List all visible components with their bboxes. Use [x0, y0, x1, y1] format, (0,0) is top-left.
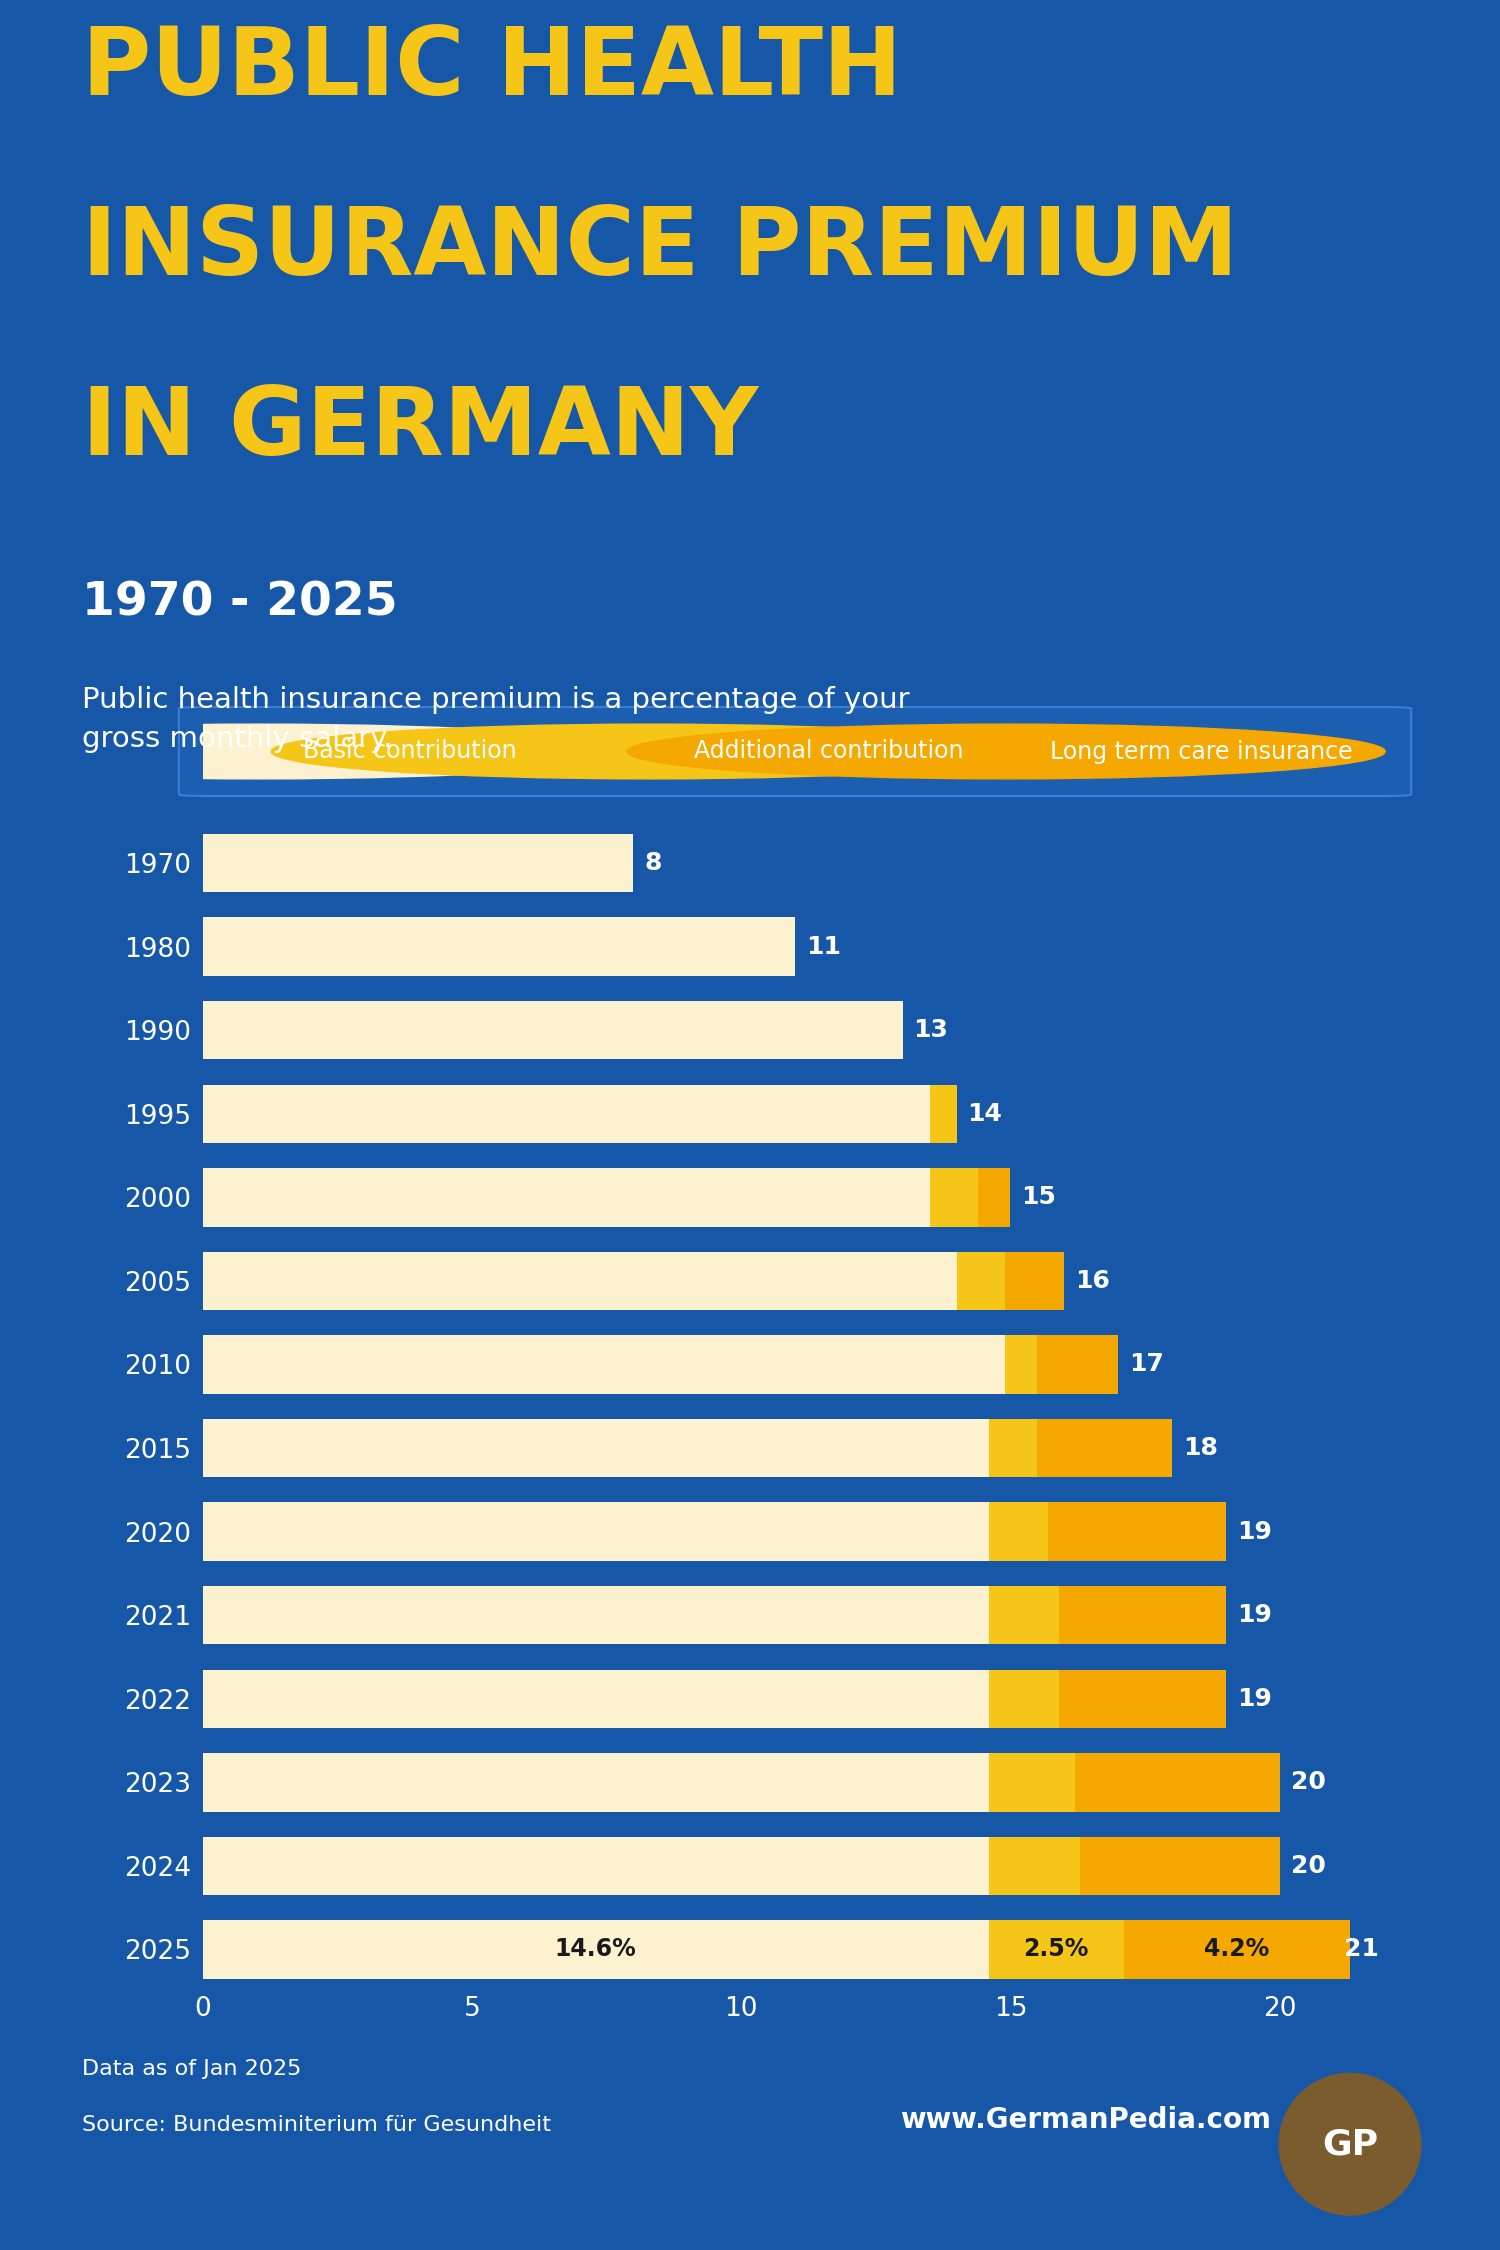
Text: 19: 19 [1236, 1688, 1272, 1710]
Bar [1124, 1919, 1350, 1978]
Text: Additional contribution: Additional contribution [694, 740, 964, 763]
Bar [988, 1420, 1038, 1478]
Text: IN GERMANY: IN GERMANY [82, 382, 759, 475]
Text: 20: 20 [1290, 1771, 1326, 1793]
Text: PUBLIC HEALTH: PUBLIC HEALTH [82, 22, 903, 115]
Text: 8: 8 [644, 850, 662, 875]
Bar [957, 1251, 1005, 1309]
Bar [202, 1084, 930, 1143]
Circle shape [0, 724, 639, 778]
Circle shape [1280, 2074, 1420, 2214]
Text: Long term care insurance: Long term care insurance [1050, 740, 1353, 763]
Text: 17: 17 [1130, 1352, 1164, 1377]
Bar [202, 1670, 988, 1728]
Bar [202, 835, 633, 893]
Bar [1038, 1334, 1118, 1393]
Text: Public health insurance premium is a percentage of your
gross monthly salary.: Public health insurance premium is a per… [82, 686, 910, 754]
Text: INSURANCE PREMIUM: INSURANCE PREMIUM [82, 202, 1239, 295]
Text: 4.2%: 4.2% [1204, 1937, 1269, 1962]
Bar [202, 1420, 988, 1478]
Bar [978, 1168, 1011, 1226]
Text: 14.6%: 14.6% [555, 1937, 636, 1962]
Bar [202, 1334, 1005, 1393]
Text: 2.5%: 2.5% [1023, 1937, 1089, 1962]
Bar [988, 1836, 1080, 1894]
Bar [988, 1503, 1048, 1561]
Bar [1059, 1670, 1226, 1728]
Bar [988, 1919, 1124, 1978]
Text: 15: 15 [1022, 1186, 1056, 1208]
Text: Basic contribution: Basic contribution [303, 740, 518, 763]
Bar [202, 1919, 988, 1978]
Text: 21: 21 [1344, 1937, 1380, 1962]
Bar [202, 918, 795, 976]
Bar [1080, 1836, 1280, 1894]
Bar [202, 1168, 930, 1226]
Text: 11: 11 [806, 934, 842, 958]
Bar [202, 1001, 903, 1060]
FancyBboxPatch shape [178, 706, 1412, 796]
Bar [202, 1836, 988, 1894]
Bar [202, 1503, 988, 1561]
Bar [1038, 1420, 1172, 1478]
Bar [202, 1251, 957, 1309]
Bar [988, 1670, 1059, 1728]
Bar [1059, 1586, 1226, 1645]
Text: Data as of Jan 2025: Data as of Jan 2025 [82, 2059, 302, 2079]
Text: 13: 13 [914, 1019, 948, 1042]
Bar [1048, 1503, 1226, 1561]
Bar [1076, 1753, 1280, 1811]
Text: 20: 20 [1290, 1854, 1326, 1879]
Bar [930, 1084, 957, 1143]
Bar [988, 1586, 1059, 1645]
Text: 19: 19 [1236, 1519, 1272, 1544]
Text: Source: Bundesminiterium für Gesundheit: Source: Bundesminiterium für Gesundheit [82, 2115, 552, 2135]
Text: 1970 - 2025: 1970 - 2025 [82, 580, 398, 626]
Text: GP: GP [1322, 2126, 1378, 2162]
Circle shape [627, 724, 1385, 778]
Bar [930, 1168, 978, 1226]
Bar [988, 1753, 1076, 1811]
Text: 19: 19 [1236, 1604, 1272, 1627]
Bar [202, 1753, 988, 1811]
Text: 16: 16 [1076, 1269, 1110, 1294]
Text: 18: 18 [1184, 1436, 1218, 1460]
Bar [1005, 1251, 1065, 1309]
Text: www.GermanPedia.com: www.GermanPedia.com [900, 2106, 1270, 2133]
Circle shape [272, 724, 1029, 778]
Text: 14: 14 [968, 1102, 1002, 1125]
Bar [1005, 1334, 1038, 1393]
Bar [202, 1586, 988, 1645]
